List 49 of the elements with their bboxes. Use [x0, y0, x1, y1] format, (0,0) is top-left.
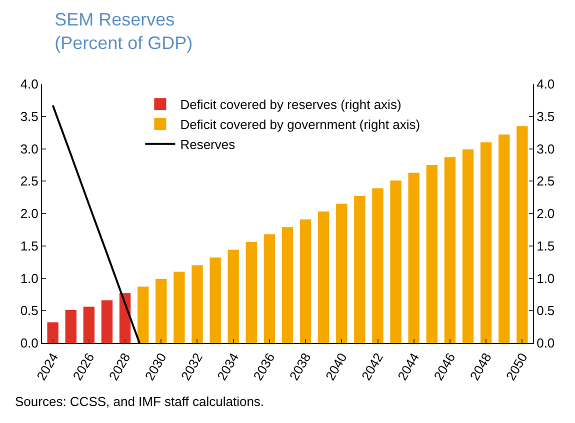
- y-tick-label: 0.0: [20, 336, 38, 351]
- bar: [336, 204, 348, 343]
- bar: [372, 188, 384, 343]
- bar: [318, 212, 330, 343]
- y-tick-label: 1.5: [20, 238, 38, 254]
- bar: [354, 196, 366, 343]
- y2-tick-label: 3.5: [536, 108, 555, 124]
- bar: [228, 250, 239, 343]
- bar: [246, 242, 257, 343]
- bar: [408, 172, 420, 343]
- bar: [101, 300, 113, 343]
- y-tick-label: 3.5: [20, 108, 38, 124]
- bar: [462, 149, 474, 343]
- bar: [47, 322, 58, 343]
- y-tick-label: 4.0: [20, 76, 38, 92]
- y2-tick-label: 0.0: [536, 336, 555, 351]
- bar: [210, 258, 221, 343]
- bar: [444, 157, 456, 343]
- bar: [83, 306, 95, 343]
- bar: [137, 286, 149, 343]
- legend-label: Deficit covered by government (right axis): [180, 117, 420, 132]
- y2-tick-label: 1.5: [536, 238, 555, 254]
- y-tick-label: 2.0: [20, 206, 38, 222]
- bar: [480, 142, 492, 343]
- legend-label: Deficit covered by reserves (right axis): [180, 97, 402, 112]
- bar: [498, 134, 510, 343]
- y-tick-label: 2.5: [20, 174, 38, 189]
- bar: [300, 219, 312, 343]
- bar: [264, 234, 276, 343]
- y-tick-label: 1.0: [20, 270, 38, 286]
- bar: [282, 227, 294, 343]
- y2-tick-label: 4.0: [536, 76, 555, 92]
- bar: [174, 272, 185, 343]
- bar: [426, 164, 438, 343]
- y-tick-label: 0.5: [20, 303, 38, 318]
- legend-label: Reserves: [180, 137, 236, 152]
- bar: [390, 180, 402, 343]
- chart-title: SEM Reserves (Percent of GDP): [54, 9, 193, 53]
- bar: [516, 126, 528, 343]
- bar: [65, 310, 76, 343]
- source-note: Sources: CCSS, and IMF staff calculations.: [15, 394, 264, 409]
- bar: [192, 265, 203, 343]
- y-tick-label: 3.0: [20, 141, 38, 156]
- y2-tick-label: 2.0: [536, 206, 555, 222]
- y2-tick-label: 1.0: [536, 270, 555, 286]
- y2-tick-label: 2.5: [536, 174, 555, 189]
- y2-tick-label: 3.0: [536, 141, 555, 156]
- bar: [156, 278, 167, 343]
- y2-tick-label: 0.5: [536, 303, 555, 318]
